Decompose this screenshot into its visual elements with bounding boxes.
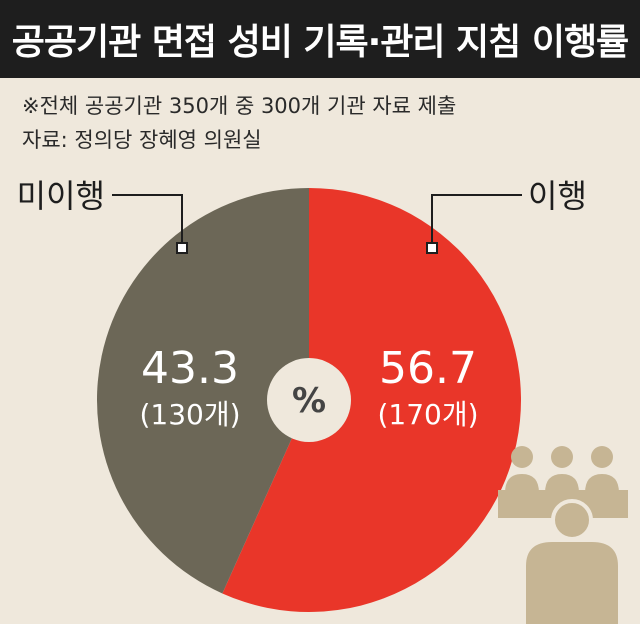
scope-note: ※전체 공공기관 350개 중 300개 기관 자료 제출 <box>22 94 457 118</box>
category-label-not-implemented: 미이행 <box>17 177 105 215</box>
meeting-people-icon <box>498 446 628 624</box>
unit-label: % <box>292 381 326 421</box>
count-label-implemented: (170개) <box>377 398 478 431</box>
pie-center <box>267 358 351 442</box>
title-bar: 공공기관 면접 성비 기록·관리 지침 이행률 <box>0 0 640 78</box>
source-note: 자료: 정의당 장혜영 의원실 <box>22 128 262 152</box>
category-label-implemented: 이행 <box>528 177 587 215</box>
leader-line-not-implemented <box>112 194 183 248</box>
leader-marker-implemented <box>426 242 438 254</box>
chart-title: 공공기관 면접 성비 기록·관리 지침 이행률 <box>11 22 629 63</box>
pie-slice-implemented <box>222 188 522 612</box>
count-label-not-implemented: (130개) <box>139 398 240 431</box>
value-label-implemented: 56.7 <box>379 343 477 394</box>
value-label-not-implemented: 43.3 <box>141 343 239 394</box>
leader-marker-not-implemented <box>176 242 188 254</box>
leader-line-implemented <box>431 194 522 248</box>
pie-slice-not-implemented <box>97 188 309 594</box>
